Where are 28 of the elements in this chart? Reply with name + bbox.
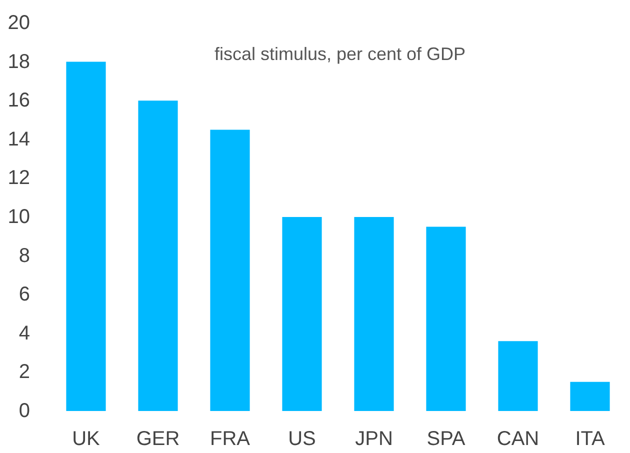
y-tick-label: 12 (8, 167, 30, 190)
x-tick-label: JPN (355, 428, 393, 450)
x-tick-label: UK (72, 428, 101, 450)
y-tick-label: 20 (8, 12, 30, 34)
y-tick-label: 4 (18, 322, 30, 344)
y-tick-label: 0 (18, 400, 30, 422)
bar (354, 217, 394, 411)
bar (570, 382, 610, 411)
x-tick-label: CAN (496, 428, 540, 450)
bar (498, 341, 538, 411)
bar (66, 62, 106, 411)
y-tick-label: 2 (18, 361, 30, 384)
y-tick-label: 18 (8, 50, 30, 73)
y-tick-label: 8 (18, 244, 30, 267)
bar (282, 217, 322, 411)
x-tick-label: GER (136, 428, 180, 450)
y-tick-label: 14 (8, 128, 30, 150)
y-tick-label: 16 (8, 90, 30, 112)
x-tick-label: US (288, 428, 316, 450)
y-tick-label: 6 (18, 284, 30, 306)
bar (138, 100, 178, 411)
bar (210, 130, 250, 411)
x-tick-label: FRA (210, 428, 251, 450)
x-tick-label: SPA (426, 428, 466, 450)
y-tick-label: 10 (8, 206, 30, 228)
bar (426, 226, 466, 411)
text: fiscal stimulus, per cent of GDP (214, 44, 466, 64)
x-tick-label: ITA (575, 428, 606, 450)
